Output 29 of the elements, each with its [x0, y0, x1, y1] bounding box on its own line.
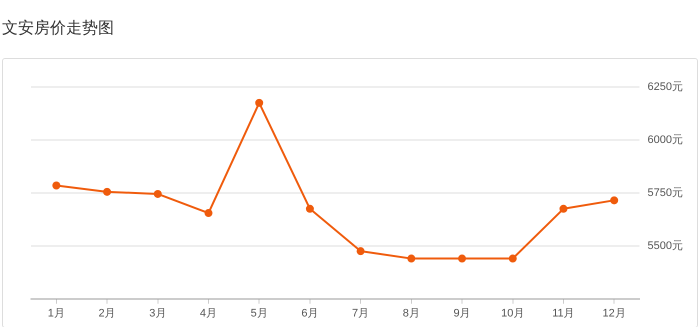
x-tick-label: 6月	[301, 307, 318, 320]
point	[508, 254, 517, 263]
point	[204, 209, 212, 218]
x-tick-label: 5月	[250, 307, 268, 320]
x-tick-label: 3月	[149, 307, 166, 320]
x-tick-label: 7月	[352, 307, 370, 320]
point	[154, 190, 162, 198]
x-tick-label: 8月	[402, 307, 420, 320]
point	[306, 204, 314, 213]
point	[52, 181, 60, 190]
chart-title: 文安房价走势图	[2, 18, 114, 39]
point	[458, 254, 466, 263]
point	[356, 247, 365, 256]
x-tick-label: 4月	[200, 307, 218, 320]
x-tick-label: 1月	[48, 307, 65, 320]
point	[559, 204, 568, 213]
x-tick-label: 10月	[501, 307, 524, 320]
x-tick-label: 9月	[453, 307, 471, 320]
y-tick-label: 5500元	[648, 240, 684, 252]
y-tick-label: 6000元	[648, 134, 684, 146]
y-tick-label: 6250元	[648, 81, 684, 94]
point	[610, 196, 618, 204]
x-tick-label: 12月	[602, 307, 626, 320]
x-tick-label: 11月	[552, 307, 575, 320]
y-tick-label: 5750元	[648, 186, 684, 199]
point	[255, 98, 264, 107]
point	[407, 254, 416, 263]
point	[103, 188, 112, 196]
x-tick-label: 2月	[98, 307, 116, 320]
